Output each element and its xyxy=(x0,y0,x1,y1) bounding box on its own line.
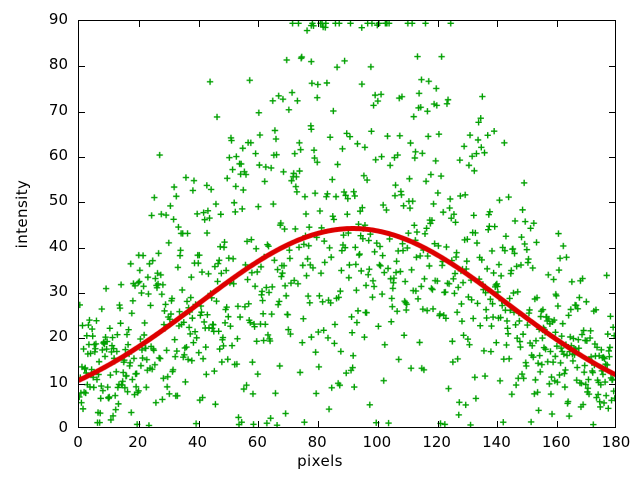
y-tick-30 xyxy=(79,293,85,294)
y-tick-label-80: 80 xyxy=(48,55,68,74)
y-tick-label-30: 30 xyxy=(48,282,68,300)
x-tick-top-40 xyxy=(199,21,200,27)
x-tick-top-120 xyxy=(438,21,439,27)
y-axis-title: intensity xyxy=(13,179,31,249)
x-tick-top-100 xyxy=(378,21,379,27)
y-tick-50 xyxy=(79,202,85,203)
scatter-plot-canvas xyxy=(79,21,615,427)
y-tick-40 xyxy=(79,248,85,249)
y-tick-70 xyxy=(79,112,85,113)
x-tick-top-20 xyxy=(139,21,140,27)
x-tick-100 xyxy=(378,421,379,427)
y-tick-right-20 xyxy=(609,338,615,339)
y-tick-label-60: 60 xyxy=(48,146,68,164)
x-tick-60 xyxy=(258,421,259,427)
x-tick-80 xyxy=(318,421,319,427)
x-tick-label-40: 40 xyxy=(188,433,208,451)
x-tick-label-160: 160 xyxy=(541,433,571,451)
x-tick-top-160 xyxy=(557,21,558,27)
x-tick-20 xyxy=(139,421,140,427)
x-tick-label-60: 60 xyxy=(247,433,267,451)
y-tick-label-40: 40 xyxy=(48,236,68,255)
x-tick-label-140: 140 xyxy=(482,433,511,451)
x-tick-label-20: 20 xyxy=(128,433,148,451)
x-tick-label-100: 100 xyxy=(362,433,392,451)
x-tick-label-180: 180 xyxy=(601,433,631,451)
y-tick-right-30 xyxy=(609,293,615,294)
y-tick-60 xyxy=(79,157,85,158)
y-tick-right-60 xyxy=(609,157,615,158)
x-axis-title: pixels xyxy=(297,452,343,470)
y-tick-80 xyxy=(79,66,85,67)
x-tick-label-0: 0 xyxy=(73,433,83,451)
y-tick-label-0: 0 xyxy=(58,418,68,436)
y-tick-label-20: 20 xyxy=(48,327,68,346)
y-tick-right-80 xyxy=(609,66,615,67)
y-tick-right-50 xyxy=(609,202,615,203)
x-tick-top-60 xyxy=(258,21,259,27)
x-tick-top-140 xyxy=(497,21,498,27)
x-tick-top-80 xyxy=(318,21,319,27)
y-tick-20 xyxy=(79,338,85,339)
y-tick-right-40 xyxy=(609,248,615,249)
y-tick-right-70 xyxy=(609,112,615,113)
y-tick-label-90: 90 xyxy=(48,10,68,28)
x-tick-140 xyxy=(497,421,498,427)
plot-area xyxy=(78,20,616,428)
x-tick-label-120: 120 xyxy=(422,433,451,451)
y-tick-right-10 xyxy=(609,384,615,385)
x-tick-40 xyxy=(199,421,200,427)
x-tick-120 xyxy=(438,421,439,427)
y-tick-10 xyxy=(79,384,85,385)
y-tick-label-10: 10 xyxy=(48,372,68,391)
x-tick-160 xyxy=(557,421,558,427)
x-tick-label-80: 80 xyxy=(307,433,327,451)
y-tick-label-70: 70 xyxy=(48,100,68,119)
y-tick-label-50: 50 xyxy=(48,191,68,210)
